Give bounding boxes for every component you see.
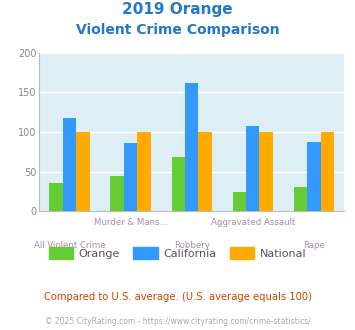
Bar [321,132,334,211]
Bar [124,143,137,211]
Text: Aggravated Assault: Aggravated Assault [211,218,295,227]
Bar [76,132,90,211]
Bar [246,126,260,211]
Text: Compared to U.S. average. (U.S. average equals 100): Compared to U.S. average. (U.S. average … [44,292,311,302]
Bar [171,157,185,211]
Text: © 2025 CityRating.com - https://www.cityrating.com/crime-statistics/: © 2025 CityRating.com - https://www.city… [45,317,310,326]
Text: 2019 Orange: 2019 Orange [122,2,233,16]
Bar [198,132,212,211]
Bar [260,132,273,211]
Text: Murder & Mans...: Murder & Mans... [94,218,168,227]
Bar [49,183,63,211]
Bar [233,192,246,211]
Text: Violent Crime Comparison: Violent Crime Comparison [76,23,279,37]
Bar [185,83,198,211]
Bar [307,142,321,211]
Text: Rape: Rape [303,241,325,250]
Bar [137,132,151,211]
Bar [63,118,76,211]
Text: Robbery: Robbery [174,241,210,250]
Legend: Orange, California, National: Orange, California, National [44,243,311,263]
Bar [110,176,124,211]
Text: All Violent Crime: All Violent Crime [34,241,105,250]
Bar [294,187,307,211]
